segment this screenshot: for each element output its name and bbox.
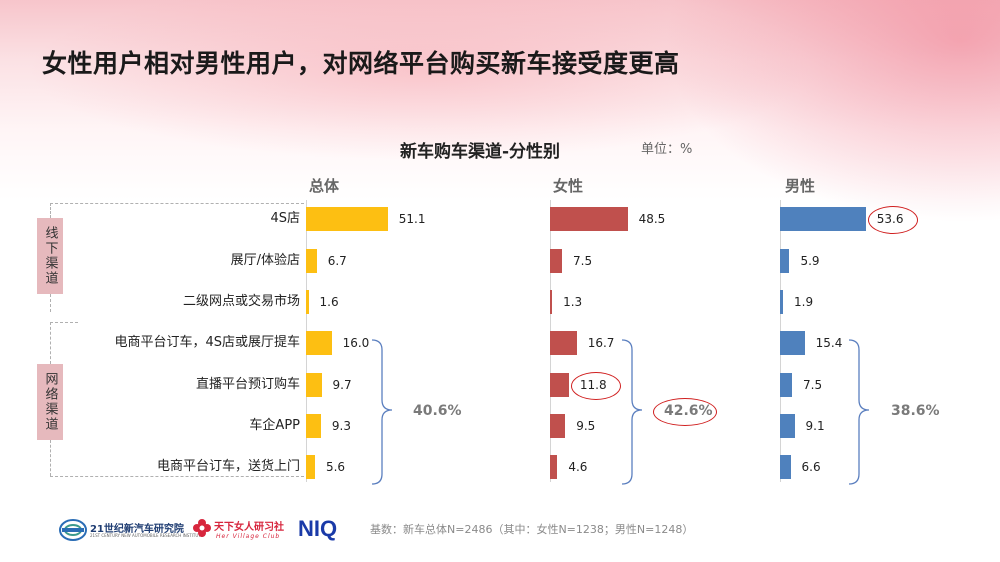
- bar-female-ecommerce-pickup: [550, 331, 577, 355]
- value-label-female-secondary-outlet: 1.3: [563, 295, 583, 309]
- bar-total-livestream: [306, 373, 322, 397]
- bar-total-secondary-outlet: [306, 290, 309, 314]
- value-label-total-showroom: 6.7: [327, 254, 347, 268]
- value-label-total-livestream: 9.7: [332, 378, 352, 392]
- value-label-male-ecommerce-pickup: 15.4: [815, 336, 843, 350]
- slide-title: 女性用户相对男性用户，对网络平台购买新车接受度更高: [42, 49, 680, 78]
- bar-female-showroom: [550, 249, 562, 273]
- bar-female-ecommerce-delivery: [550, 455, 558, 479]
- online-total-male: 38.6%: [891, 403, 940, 419]
- highlight-ellipse-female-livestream: [570, 372, 621, 400]
- chart-title: 新车购车渠道-分性别: [400, 142, 561, 162]
- logo-her: 天下女人研习社: [214, 522, 284, 533]
- value-label-female-4s-store: 48.5: [638, 212, 666, 226]
- value-label-total-secondary-outlet: 1.6: [319, 295, 339, 309]
- value-label-male-showroom: 5.9: [800, 254, 820, 268]
- panel-title-female: 女性: [553, 177, 584, 195]
- bar-male-showroom: [780, 249, 790, 273]
- footer-note: 基数：新车总体N=2486（其中：女性N=1238；男性N=1248）: [370, 523, 694, 536]
- group-offline-label: 线下渠道: [42, 226, 58, 286]
- bar-male-secondary-outlet: [780, 290, 784, 314]
- category-label-showroom: 展厅/体验店: [230, 253, 300, 268]
- bar-male-ecommerce-pickup: [780, 331, 805, 355]
- category-label-ecommerce-delivery: 电商平台订车，送货上门: [156, 459, 300, 474]
- value-label-total-ecommerce-delivery: 5.6: [325, 460, 346, 474]
- value-label-female-ecommerce-delivery: 4.6: [568, 460, 588, 474]
- online-bracket-left-bottom: [50, 440, 51, 476]
- bar-total-ecommerce-delivery: [306, 455, 315, 479]
- online-bracket-top: [50, 322, 78, 323]
- category-label-brand-app: 车企APP: [249, 418, 300, 433]
- value-label-male-secondary-outlet: 1.9: [794, 295, 814, 309]
- highlight-ellipse-male-4s-store: [867, 206, 918, 234]
- unit-label: 单位：%: [641, 142, 693, 157]
- offline-bracket-left-bottom: [50, 294, 51, 312]
- bar-male-4s-store: [780, 207, 866, 231]
- value-label-male-livestream: 7.5: [803, 378, 823, 392]
- online-brace-total: [371, 339, 393, 485]
- logo-niq: NIQ: [298, 516, 338, 541]
- value-label-total-ecommerce-pickup: 16.0: [342, 336, 370, 350]
- bar-total-4s-store: [306, 207, 388, 231]
- online-brace-male: [848, 339, 870, 485]
- bar-female-4s-store: [550, 207, 628, 231]
- group-online: 网络渠道: [37, 364, 63, 440]
- bar-male-brand-app: [780, 414, 795, 438]
- value-label-total-4s-store: 51.1: [398, 212, 426, 226]
- online-bracket-left-top: [50, 322, 51, 364]
- category-label-secondary-outlet: 二级网点或交易市场: [182, 294, 300, 309]
- category-label-4s-store: 4S店: [270, 211, 300, 226]
- logo-21cn-emblem-icon: [59, 519, 87, 541]
- online-bracket-bottom: [50, 476, 304, 477]
- bar-male-ecommerce-delivery: [780, 455, 791, 479]
- bar-female-secondary-outlet: [550, 290, 553, 314]
- category-label-ecommerce-pickup: 电商平台订车，4S店或展厅提车: [114, 335, 300, 350]
- logo-her-flower-icon: [193, 519, 211, 537]
- category-label-livestream: 直播平台预订购车: [195, 377, 300, 392]
- offline-bracket-left-top: [50, 203, 51, 218]
- value-label-male-ecommerce-delivery: 6.6: [801, 460, 821, 474]
- group-offline: 线下渠道: [37, 218, 63, 294]
- bar-female-livestream: [550, 373, 569, 397]
- highlight-ellipse-online-female: [653, 398, 717, 426]
- online-brace-female: [621, 339, 643, 485]
- logo-21cn: 21世纪新汽车研究院: [90, 524, 184, 535]
- value-label-female-brand-app: 9.5: [576, 419, 596, 433]
- value-label-female-showroom: 7.5: [573, 254, 593, 268]
- panel-title-total: 总体: [309, 177, 340, 195]
- value-label-total-brand-app: 9.3: [331, 419, 351, 433]
- offline-bracket-top: [50, 203, 304, 204]
- logo-her-sub: Her Village Club: [216, 533, 281, 540]
- group-online-label: 网络渠道: [42, 372, 58, 432]
- online-total-total: 40.6%: [413, 403, 462, 419]
- panel-title-male: 男性: [785, 177, 816, 195]
- logo-21cn-sub: 21ST CENTURY NEW AUTOMOBILE RESEARCH INS…: [90, 533, 204, 538]
- bar-total-showroom: [306, 249, 317, 273]
- bar-total-brand-app: [306, 414, 321, 438]
- value-label-female-ecommerce-pickup: 16.7: [587, 336, 615, 350]
- value-label-male-brand-app: 9.1: [805, 419, 825, 433]
- bar-female-brand-app: [550, 414, 566, 438]
- bar-male-livestream: [780, 373, 792, 397]
- bar-total-ecommerce-pickup: [306, 331, 332, 355]
